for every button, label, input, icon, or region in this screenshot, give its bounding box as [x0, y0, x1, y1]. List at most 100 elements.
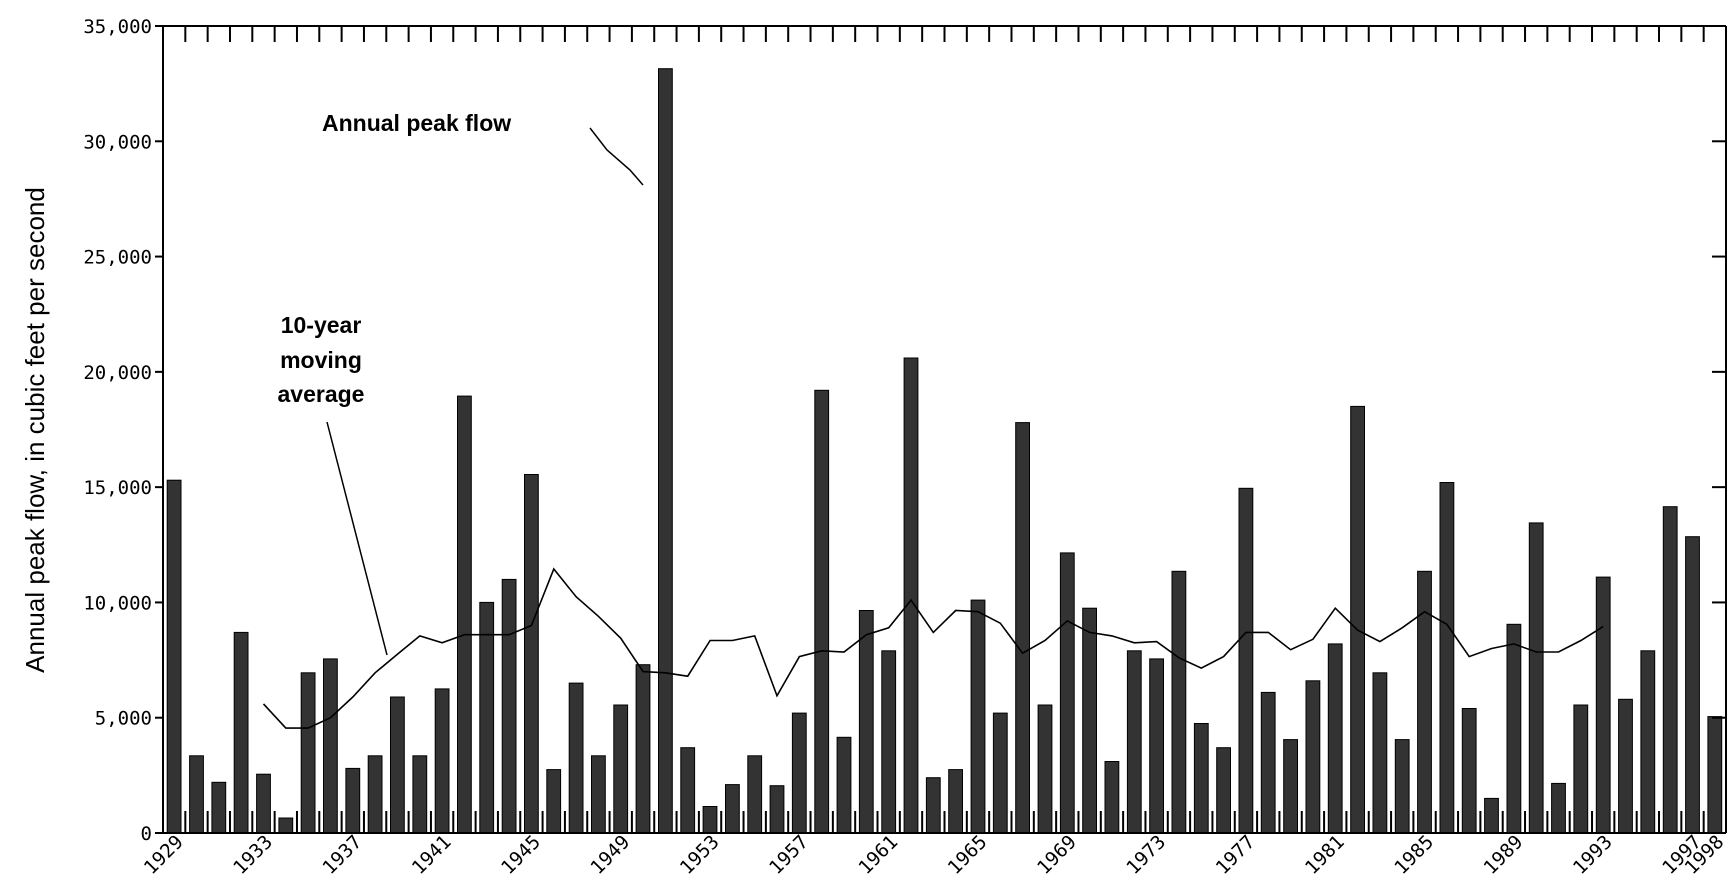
x-tick-label-1961: 1961	[854, 831, 902, 879]
x-tick-label-1973: 1973	[1122, 831, 1170, 879]
x-tick-label-1977: 1977	[1212, 831, 1260, 879]
bar-1936	[323, 658, 338, 834]
bar-1993	[1595, 576, 1611, 834]
bar-1994	[1618, 698, 1633, 834]
bar-1952	[680, 747, 696, 834]
x-tick-label-1981: 1981	[1301, 831, 1349, 879]
bar-1953	[702, 806, 718, 834]
bar-1972	[1126, 650, 1142, 834]
bar-1930	[189, 755, 204, 834]
bar-1933	[256, 773, 271, 834]
plot-area	[163, 26, 1726, 833]
x-tick-label-1949: 1949	[586, 831, 634, 879]
y-tick-label: 5,000	[95, 708, 152, 730]
x-tick-label-1953: 1953	[676, 831, 724, 879]
bar-1949	[613, 704, 629, 834]
bar-1943	[479, 601, 495, 834]
bar-1958	[814, 389, 830, 834]
bar-1997	[1685, 536, 1700, 834]
bar-1960	[858, 610, 874, 834]
y-tick-label: 0	[141, 823, 152, 845]
bar-1948	[591, 755, 606, 834]
bar-1976	[1216, 747, 1231, 834]
bar-1955	[747, 755, 763, 834]
bar-1966	[992, 712, 1008, 834]
bar-1986	[1439, 482, 1455, 834]
bar-1998	[1707, 716, 1723, 834]
bar-1970	[1082, 607, 1097, 834]
bar-1996	[1662, 506, 1678, 834]
bar-1961	[881, 650, 897, 834]
bar-1937	[345, 767, 361, 834]
bar-1967	[1015, 422, 1031, 834]
bar-1956	[769, 785, 785, 834]
bar-1982	[1350, 405, 1365, 834]
bar-1981	[1327, 643, 1343, 834]
y-tick-label: 10,000	[83, 592, 152, 614]
bar-1977	[1238, 487, 1254, 834]
bar-1938	[367, 755, 383, 834]
bar-1931	[211, 781, 227, 834]
x-tick-label-1969: 1969	[1033, 831, 1081, 879]
x-tick-label-1937: 1937	[318, 831, 366, 879]
y-tick-label: 15,000	[83, 477, 152, 499]
moving-average-annotation-line1: 10-year	[281, 312, 362, 338]
bar-1959	[836, 736, 852, 834]
bar-1940	[412, 755, 428, 834]
bar-1978	[1260, 691, 1276, 834]
bar-1995	[1640, 650, 1656, 834]
bar-1992	[1573, 704, 1589, 834]
bar-1945	[524, 474, 539, 834]
bar-1944	[501, 578, 517, 834]
bar-1980	[1305, 680, 1321, 834]
moving-average-annotation-line3: average	[278, 381, 365, 407]
bar-1951	[658, 68, 673, 834]
x-tick-label-1941: 1941	[408, 831, 456, 879]
moving-average-annotation-line2: moving	[280, 347, 362, 373]
bar-1941	[434, 688, 450, 834]
x-tick-label-1933: 1933	[229, 831, 277, 879]
x-tick-label-1945: 1945	[497, 831, 545, 879]
x-tick-label-1993: 1993	[1569, 831, 1617, 879]
bar-1939	[390, 696, 405, 834]
y-axis-label: Annual peak flow, in cubic feet per seco…	[20, 187, 50, 673]
bar-1975	[1193, 723, 1209, 834]
x-tick-label-1985: 1985	[1390, 831, 1438, 879]
bar-1962	[903, 357, 919, 834]
bar-1974	[1171, 570, 1187, 834]
bar-1950	[635, 664, 651, 834]
y-tick-label: 20,000	[83, 362, 152, 384]
bar-1969	[1059, 552, 1075, 834]
bar-1947	[568, 682, 584, 834]
x-tick-label-1965: 1965	[944, 831, 992, 879]
y-tick-label: 30,000	[83, 131, 152, 153]
bar-1957	[791, 712, 807, 834]
annual-peak-flow-leader-line	[589, 127, 644, 186]
bar-1929	[166, 479, 182, 834]
bar-1990	[1528, 522, 1544, 834]
bar-1991	[1551, 782, 1566, 834]
bar-1973	[1149, 658, 1164, 834]
bar-1963	[925, 777, 941, 834]
bar-1965	[970, 599, 986, 834]
bar-1987	[1461, 708, 1477, 834]
bar-1946	[546, 769, 562, 834]
bar-1985	[1417, 570, 1432, 834]
bar-1942	[457, 395, 472, 834]
moving-average-line	[262, 567, 1604, 729]
bar-1964	[948, 769, 964, 834]
bar-1935	[300, 672, 316, 834]
bar-1932	[233, 631, 249, 834]
x-tick-label-1957: 1957	[765, 831, 813, 879]
bar-1988	[1484, 797, 1499, 834]
bar-1979	[1283, 739, 1298, 834]
x-tick-label-1989: 1989	[1479, 831, 1527, 879]
bar-1934	[278, 817, 294, 834]
bar-1984	[1394, 739, 1410, 834]
bar-1989	[1506, 623, 1522, 834]
moving-average-leader-line	[326, 421, 388, 656]
bar-1954	[725, 784, 740, 834]
y-tick-label: 25,000	[83, 247, 152, 269]
bar-1983	[1372, 672, 1388, 834]
